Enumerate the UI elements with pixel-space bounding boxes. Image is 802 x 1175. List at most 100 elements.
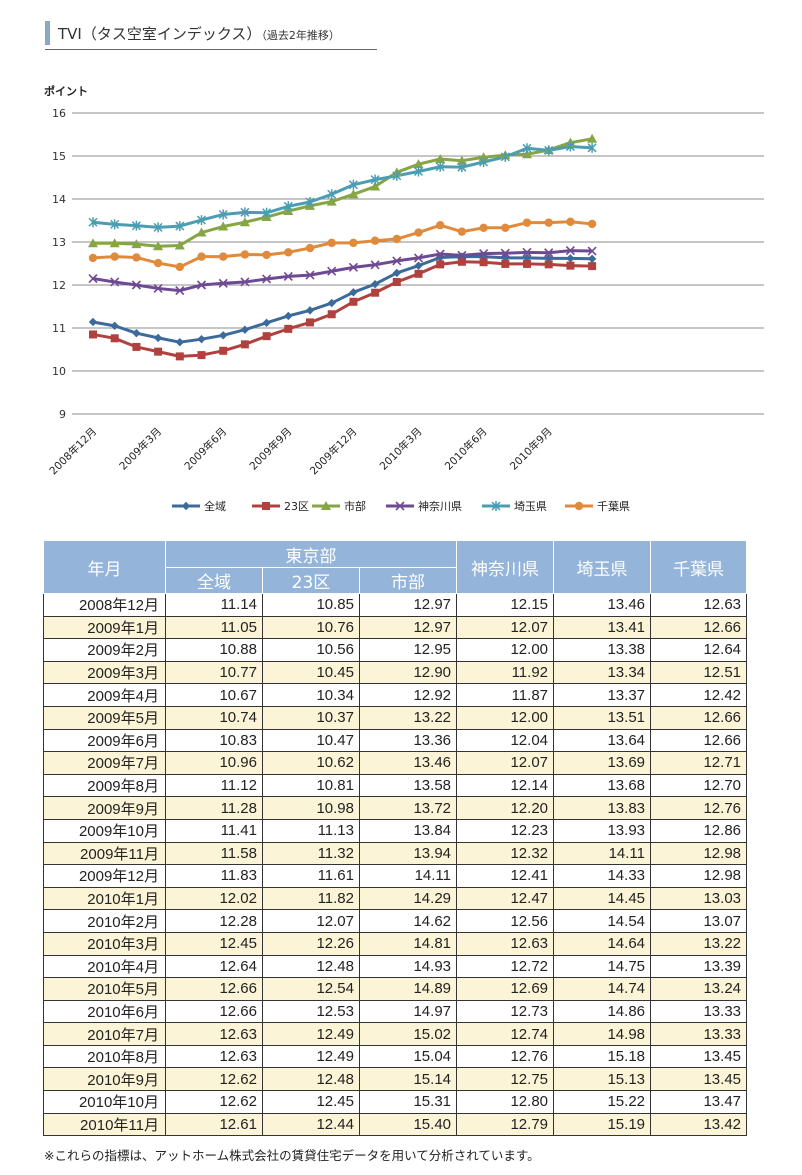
cell-shibu: 12.95 [358, 638, 458, 662]
table-row: 2009年8月 11.12 10.81 13.58 12.14 13.68 12.70 [43, 773, 748, 798]
footnote: ※これらの指標は、アットホーム株式会社の賃貸住宅データを用いて分析されています。 [44, 1148, 540, 1163]
cell-saitama: 14.33 [553, 864, 652, 888]
cell-kanagawa: 12.07 [456, 615, 555, 640]
cell-kanagawa: 12.00 [456, 705, 555, 730]
cell-23ku: 12.44 [262, 1112, 360, 1137]
data-point [153, 241, 164, 251]
data-point [197, 334, 206, 344]
data-point [175, 262, 184, 272]
table-row: 2009年12月 11.83 11.61 14.11 12.41 14.33 12.98 [43, 864, 748, 888]
data-point [240, 340, 249, 349]
data-point [219, 252, 228, 261]
cell-chiba: 13.33 [650, 1022, 748, 1046]
cell-zeniki: 12.02 [165, 886, 263, 911]
data-point [197, 351, 206, 360]
row-yearmonth: 2009年8月 [43, 773, 166, 798]
data-point [392, 234, 401, 244]
cell-zeniki: 10.67 [165, 683, 263, 707]
x-tick-label: 2009年12月 [307, 425, 359, 477]
cell-shibu: 13.84 [358, 818, 458, 843]
cell-23ku: 10.98 [262, 796, 360, 820]
cell-zeniki: 12.64 [165, 954, 263, 979]
row-yearmonth: 2010年9月 [43, 1067, 166, 1092]
cell-saitama: 14.54 [553, 909, 652, 933]
cell-chiba: 12.98 [650, 841, 748, 866]
data-point [544, 254, 553, 263]
cell-chiba: 12.51 [650, 660, 748, 685]
data-point [306, 318, 314, 327]
data-point [218, 221, 229, 231]
data-point [370, 279, 380, 289]
cell-shibu: 14.93 [358, 954, 458, 979]
data-table-wrap: 年月 東京部 神奈川県 埼玉県 千葉県 全域 23区 市部 2008年12月 11… [43, 540, 748, 1137]
data-point [544, 145, 554, 156]
data-point [132, 328, 141, 338]
row-yearmonth: 2010年7月 [43, 1022, 166, 1046]
data-point [219, 331, 228, 340]
cell-saitama: 14.64 [553, 931, 652, 956]
cell-zeniki: 12.63 [165, 1044, 263, 1069]
y-tick-label: 9 [59, 408, 66, 421]
cell-23ku: 10.45 [262, 660, 360, 685]
data-point [392, 170, 402, 181]
legend-label: 埼玉県 [514, 499, 547, 513]
data-point [392, 268, 401, 278]
cell-zeniki: 11.83 [165, 864, 263, 888]
data-point [479, 258, 488, 267]
cell-23ku: 12.48 [262, 954, 360, 979]
cell-chiba: 12.98 [650, 864, 748, 888]
cell-shibu: 15.31 [358, 1090, 458, 1114]
data-point [175, 337, 184, 347]
data-point [132, 253, 141, 262]
data-point [435, 249, 445, 259]
data-point [327, 298, 336, 308]
data-point [544, 218, 553, 227]
cell-zeniki: 12.62 [165, 1090, 263, 1114]
data-point [327, 238, 336, 248]
x-tick-label: 2009年6月 [182, 425, 230, 473]
table-row: 2010年1月 12.02 11.82 14.29 12.47 14.45 13.03 [43, 886, 748, 911]
table-row: 2010年5月 12.66 12.54 14.89 12.69 14.74 13.24 [43, 977, 748, 1001]
cell-saitama: 13.93 [553, 818, 652, 843]
cell-zeniki: 12.61 [165, 1112, 263, 1137]
row-yearmonth: 2010年2月 [43, 909, 166, 933]
cell-chiba: 12.42 [650, 683, 748, 707]
table-row: 2009年6月 10.83 10.47 13.36 12.04 13.64 12.66 [43, 728, 748, 753]
data-point [196, 215, 207, 226]
x-tick-label: 2010年6月 [442, 425, 490, 473]
data-point [588, 262, 597, 271]
cell-saitama: 14.74 [553, 977, 652, 1001]
cell-saitama: 14.98 [553, 1022, 652, 1046]
col-header-23ku: 23区 [262, 567, 360, 594]
cell-shibu: 15.40 [358, 1112, 458, 1137]
cell-zeniki: 11.12 [165, 773, 263, 798]
row-yearmonth: 2010年1月 [43, 886, 166, 911]
cell-chiba: 13.42 [650, 1112, 748, 1137]
legend-label: 神奈川県 [418, 499, 462, 513]
cell-kanagawa: 12.76 [456, 1044, 555, 1069]
cell-saitama: 13.51 [553, 705, 652, 730]
data-point [544, 248, 554, 258]
data-point [348, 179, 358, 190]
row-yearmonth: 2010年6月 [43, 999, 166, 1024]
table-row: 2010年4月 12.64 12.48 14.93 12.72 14.75 13.39 [43, 954, 748, 979]
data-point [348, 189, 359, 199]
legend-label: 23区 [284, 500, 309, 513]
table-row: 2009年3月 10.77 10.45 12.90 11.92 13.34 12.51 [43, 660, 748, 685]
data-point [89, 330, 97, 339]
cell-kanagawa: 12.20 [456, 796, 555, 820]
data-point [479, 223, 488, 233]
y-tick-label: 13 [52, 236, 66, 249]
data-point [262, 502, 270, 510]
data-point [262, 250, 271, 260]
data-point [218, 209, 228, 220]
cell-saitama: 15.19 [553, 1112, 652, 1137]
cell-23ku: 12.26 [262, 931, 360, 956]
cell-saitama: 14.11 [553, 841, 652, 866]
row-yearmonth: 2008年12月 [43, 593, 166, 617]
data-point [262, 332, 271, 341]
cell-23ku: 11.32 [262, 841, 360, 866]
data-point [479, 249, 489, 259]
data-point [305, 270, 315, 280]
data-point [153, 333, 163, 343]
